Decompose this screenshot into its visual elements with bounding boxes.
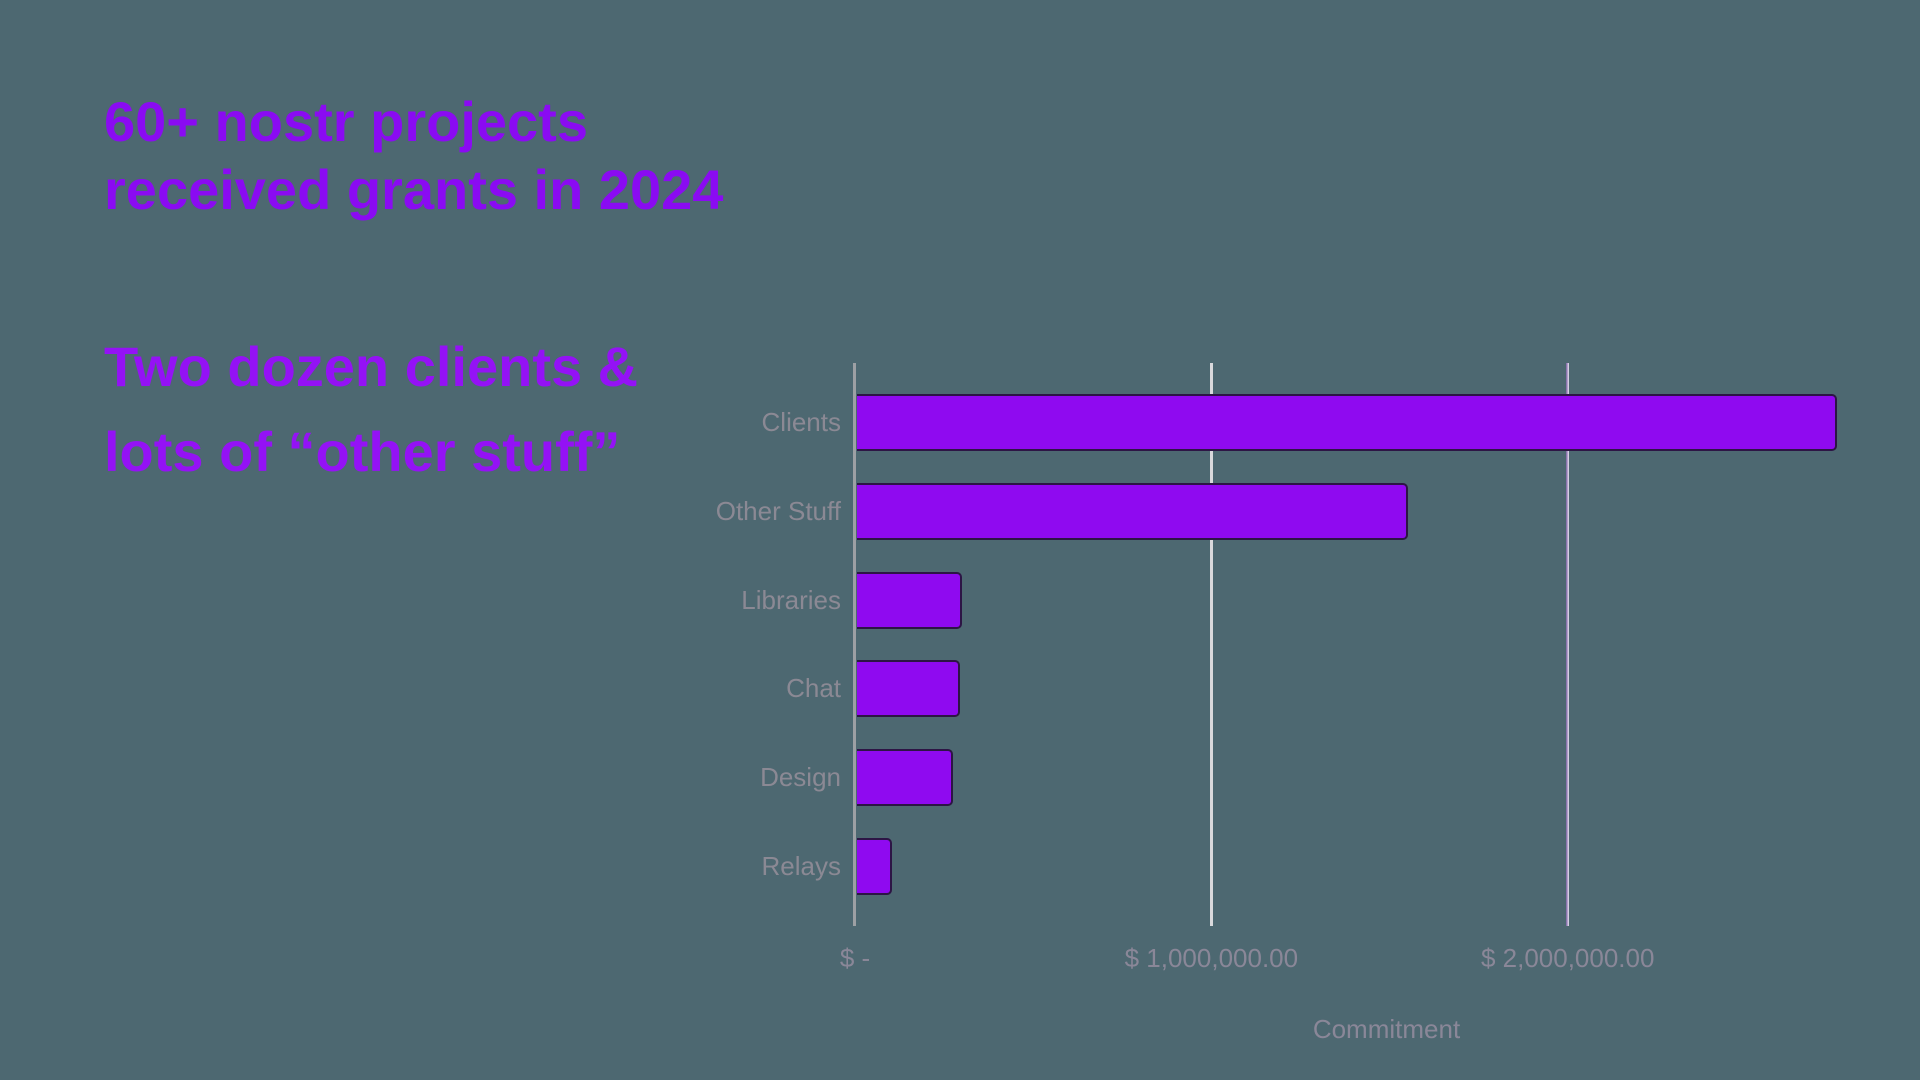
bar-track [855, 660, 1920, 718]
chart-row-other-stuff: Other Stuff [591, 482, 1920, 540]
bar [856, 394, 1837, 451]
bar-track [855, 394, 1920, 451]
bar-track [855, 837, 1920, 895]
bar-track [855, 749, 1920, 807]
x-axis-title: Commitment [1312, 1014, 1461, 1044]
bar-track [855, 571, 1920, 629]
x-tick-label: $ 2,000,000.00 [1480, 943, 1655, 973]
bar [856, 660, 961, 718]
bar [856, 571, 962, 629]
category-label: Design [760, 762, 841, 793]
x-tick-label: $ - [839, 943, 871, 973]
chart-row-relays: Relays [591, 837, 1920, 895]
x-tick-label: $ 1,000,000.00 [1124, 943, 1299, 973]
chart-row-design: Design [591, 749, 1920, 807]
slide-subtitle-line-1: Two dozen clients & [104, 335, 639, 398]
category-label: Chat [786, 673, 841, 704]
bar [856, 749, 953, 807]
chart-rows: Clients Other Stuff Libraries Chat Design Rel… [591, 363, 1920, 927]
gridline-2000000 [1566, 363, 1570, 926]
gridline-1000000 [1209, 363, 1213, 926]
category-label: Clients [761, 407, 841, 437]
slide-subtitle: Two dozen clients & lots of “other stuff… [104, 324, 638, 494]
bar-chart: Clients Other Stuff Libraries Chat Design Rel… [591, 363, 1920, 1044]
bar [856, 482, 1409, 540]
x-axis-tick-labels: $ - $ 1,000,000.00 $ 2,000,000.00 [840, 943, 1918, 977]
category-label: Relays [761, 850, 841, 881]
category-label: Other Stuff [715, 495, 841, 526]
chart-row-clients: Clients [591, 394, 1920, 451]
bar-track [855, 482, 1920, 540]
slide-subtitle-line-2: lots of “other stuff” [104, 420, 621, 483]
slide-title-line-1: 60+ nostr projects [104, 90, 588, 153]
category-axis-line [853, 363, 856, 926]
chart-row-libraries: Libraries [591, 571, 1920, 629]
bar [856, 837, 893, 895]
slide-title-line-2: received grants in 2024 [104, 158, 724, 221]
chart-row-chat: Chat [591, 660, 1920, 718]
category-label: Libraries [741, 584, 841, 615]
slide-title: 60+ nostr projects received grants in 20… [104, 88, 723, 224]
